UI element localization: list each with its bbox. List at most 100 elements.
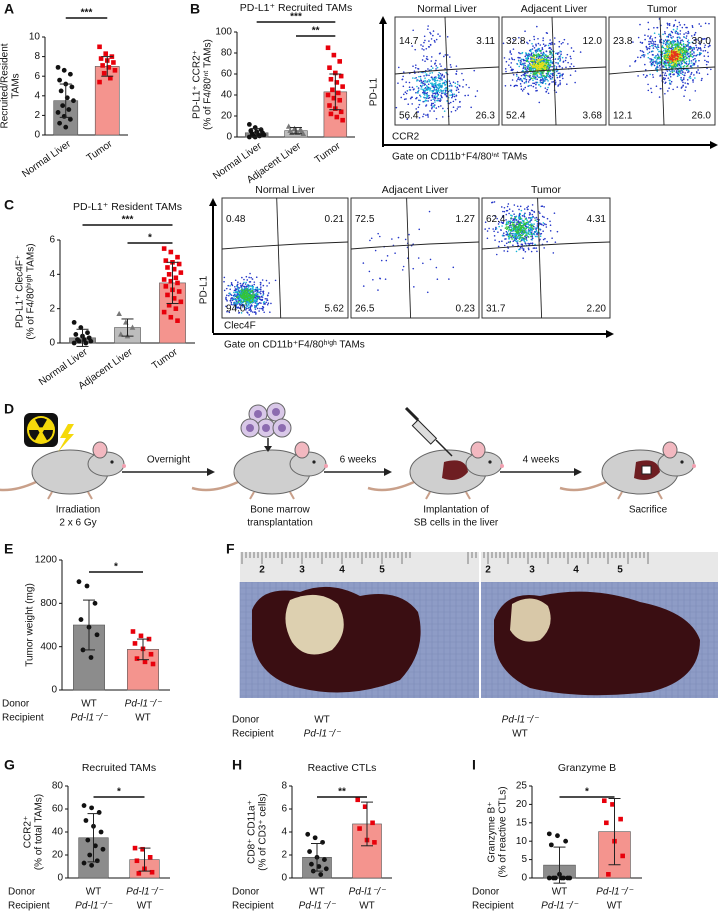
event-dot: [546, 64, 548, 66]
event-dot: [262, 294, 264, 296]
data-point: [63, 125, 68, 130]
event-dot: [544, 59, 546, 61]
event-dot: [648, 29, 650, 31]
event-dot: [260, 282, 262, 284]
event-dot: [557, 231, 559, 233]
event-dot: [403, 85, 405, 87]
event-dot: [427, 28, 429, 30]
quadrant-value: 4.31: [587, 214, 607, 225]
event-dot: [642, 42, 644, 44]
event-dot: [420, 80, 422, 82]
y-tick-label: 60: [52, 804, 64, 815]
event-dot: [643, 51, 645, 53]
event-dot: [530, 236, 532, 238]
event-dot: [507, 228, 509, 230]
event-dot: [546, 32, 548, 34]
event-dot: [257, 290, 259, 292]
event-dot: [644, 39, 646, 41]
event-dot: [536, 234, 538, 236]
event-dot: [658, 62, 660, 64]
event-dot: [444, 110, 446, 112]
event-dot: [429, 72, 431, 74]
event-dot: [424, 72, 426, 74]
event-dot: [428, 97, 430, 99]
data-point: [66, 107, 71, 112]
event-dot: [687, 83, 689, 85]
event-dot: [520, 78, 522, 80]
event-dot: [434, 63, 436, 65]
event-dot: [250, 277, 252, 279]
event-dot: [676, 86, 678, 88]
event-dot: [664, 79, 666, 81]
event-dot: [672, 74, 674, 76]
event-dot: [641, 55, 643, 57]
event-dot: [445, 90, 447, 92]
event-dot: [523, 64, 525, 66]
event-dot: [670, 41, 672, 43]
event-dot: [685, 37, 687, 39]
event-dot: [682, 71, 684, 73]
step-label: SB cells in the liver: [414, 518, 499, 529]
event-dot: [412, 29, 414, 31]
event-dot: [556, 91, 558, 93]
data-point: [162, 310, 167, 315]
event-dot: [511, 57, 513, 59]
event-dot: [529, 69, 531, 71]
event-dot: [680, 79, 682, 81]
y-tick-label: 4: [34, 90, 40, 101]
quadrant-value: 2.20: [587, 304, 607, 315]
event-dot: [544, 66, 546, 68]
event-dot: [527, 68, 529, 70]
ruler-number: 3: [529, 565, 535, 576]
event-dot: [701, 79, 703, 81]
event-dot: [268, 292, 270, 294]
event-dot: [535, 50, 537, 52]
event-dot: [419, 100, 421, 102]
data-point: [93, 601, 98, 606]
event-dot: [687, 41, 689, 43]
event-dot: [695, 32, 697, 34]
quadrant-value: 26.0: [692, 111, 712, 122]
event-dot: [670, 62, 672, 64]
panel-label: E: [4, 541, 13, 557]
tumor: [510, 598, 551, 641]
event-dot: [418, 87, 420, 89]
event-dot: [498, 241, 500, 243]
event-dot: [669, 73, 671, 75]
event-dot: [687, 45, 689, 47]
event-dot: [681, 49, 683, 51]
event-dot: [538, 77, 540, 79]
event-dot: [387, 255, 389, 257]
event-dot: [457, 106, 459, 108]
event-dot: [693, 74, 695, 76]
data-point: [137, 871, 142, 876]
event-dot: [246, 288, 248, 290]
event-dot: [680, 77, 682, 79]
event-dot: [477, 90, 479, 92]
event-dot: [243, 282, 245, 284]
x-tick-label: WT: [309, 887, 325, 898]
event-dot: [536, 74, 538, 76]
event-dot: [681, 44, 683, 46]
event-dot: [676, 28, 678, 30]
event-dot: [509, 52, 511, 54]
event-dot: [658, 33, 660, 35]
event-dot: [533, 64, 535, 66]
event-dot: [552, 77, 554, 79]
event-dot: [664, 93, 666, 95]
event-dot: [682, 82, 684, 84]
event-dot: [690, 51, 692, 53]
event-dot: [454, 82, 456, 84]
event-dot: [430, 60, 432, 62]
event-dot: [710, 69, 712, 71]
event-dot: [542, 72, 544, 74]
event-dot: [451, 94, 453, 96]
event-dot: [431, 56, 433, 58]
data-point: [165, 293, 170, 298]
event-dot: [694, 90, 696, 92]
event-dot: [665, 42, 667, 44]
event-dot: [424, 60, 426, 62]
event-dot: [672, 71, 674, 73]
event-dot: [440, 105, 442, 107]
event-dot: [527, 243, 529, 245]
